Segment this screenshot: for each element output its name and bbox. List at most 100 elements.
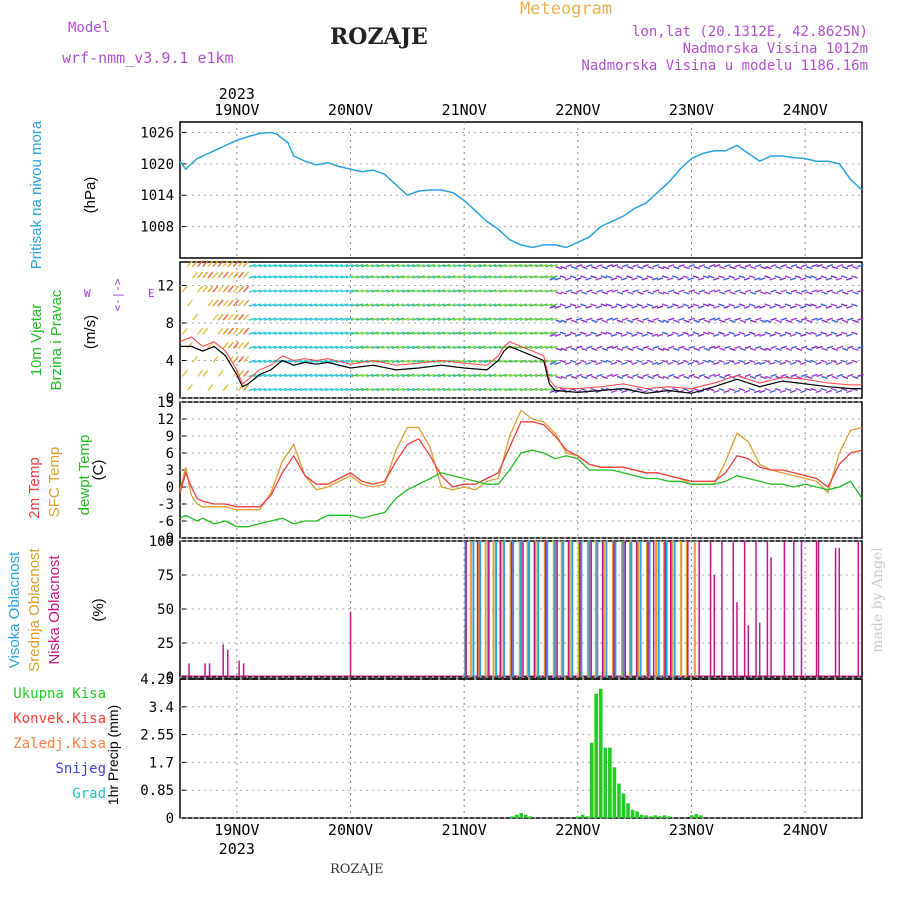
y-tick-label: 0.85 [140,783,174,799]
temp-2m-line [179,421,863,508]
precip-bar [658,816,662,818]
precip-label-snow: Snijeg [55,761,106,777]
day-label-bottom: 22NOV [555,821,600,839]
elevation: Nadmorska Visina 1012m [682,41,868,57]
day-label-bottom: 20NOV [328,821,373,839]
precip-bar [689,815,694,818]
y-tick-label: 0 [166,480,174,496]
precip-bar [528,816,533,818]
wind-speed-line [180,345,862,394]
compass-e: E [148,287,155,300]
precip-bar [510,816,514,818]
temp-unit: (C) [90,459,107,481]
year-label-bottom: 2023 [219,840,255,858]
y-tick-label: 75 [157,568,174,584]
cloud-unit: (%) [90,598,107,622]
precip-bar [621,793,626,818]
precip-bar [630,809,635,818]
precip-bar [644,815,649,818]
y-tick-label: 9 [166,429,174,445]
wind-barb-field [181,260,864,394]
y-tick-label: 3 [166,463,174,479]
day-label-top: 23NOV [669,101,714,119]
precip-bar [594,693,599,818]
y-tick-label: -6 [157,514,174,530]
precip-bar [585,816,589,818]
y-tick-label: 3.4 [149,700,174,716]
y-tick-label: 1026 [140,125,174,141]
precip-bar [608,747,612,818]
precip-bar [598,688,603,818]
y-tick-label: 1008 [140,220,174,236]
y-tick-label: 2.55 [140,728,174,744]
coords: lon,lat (20.1312E, 42.8625N) [631,24,868,40]
cloud-label-high: Visoka Oblacnost [6,551,23,669]
y-tick-label: 25 [157,636,174,652]
y-tick-label: 6 [166,446,174,462]
meteogram-label: Meteogram [520,0,613,19]
precip-bar [514,814,519,818]
compass-w: W [84,287,91,300]
precip-bar [698,815,703,818]
day-label-bottom: 23NOV [669,821,714,839]
year-label-top: 2023 [219,85,255,103]
y-tick-label: 8 [166,316,174,332]
precip-bar [580,814,585,818]
y-tick-label: 1020 [140,157,174,173]
precip-bar [612,767,617,818]
precip-bar [523,814,528,818]
pressure-unit: (hPa) [82,176,99,214]
temp-label-2m: 2m Temp [26,457,43,519]
precip-label-conv: Konvek.Kisa [13,711,106,727]
y-tick-label: 0 [166,391,174,407]
precip-bar [662,815,667,818]
precip-label-total: Ukupna Kisa [13,686,106,702]
y-tick-label: 15 [157,395,174,411]
model-name: wrf-nmm_v3.9.1 e1km [62,49,234,67]
y-tick-label: -9 [157,531,174,547]
temp-label-sfc: SFC Temp [46,446,63,518]
y-tick-label: 0 [166,670,174,686]
cloud-label-mid: Srednja Oblacnost [26,548,43,672]
bottom-station: ROZAJE [330,862,384,877]
y-tick-label: 1.7 [149,755,174,771]
day-label-top: 20NOV [328,101,373,119]
day-label-top: 21NOV [442,101,487,119]
y-tick-label: 12 [157,412,174,428]
day-label-bottom: 24NOV [783,821,828,839]
precip-label-grad: Grad [72,786,106,802]
y-tick-label: 12 [157,278,174,294]
cloud-label-low: Niska Oblacnost [46,555,63,665]
panel-frame-wind [179,261,863,399]
day-label-bottom: 21NOV [442,821,487,839]
credit: made by Angel [870,547,886,653]
wind-label-2: Brzina i Pravac [48,289,65,391]
panel-frame-precip [179,678,863,819]
precip-bar [639,814,644,818]
dewpt-line [179,449,863,528]
wind-gust-line [179,336,862,390]
precip-bar [576,816,580,818]
precip-unit: 1hr Precip (mm) [105,704,121,806]
precip-bar [694,814,699,818]
precip-bar [589,742,594,818]
y-tick-label: 50 [157,602,174,618]
day-label-bottom: 19NOV [214,821,259,839]
station-title: ROZAJE [330,24,428,50]
precip-bar [603,747,608,818]
precip-bar [648,816,653,818]
day-label-top: 19NOV [214,101,259,119]
precip-bar [626,803,630,818]
y-tick-label: 100 [149,534,174,550]
model-label: Model [68,20,111,36]
y-tick-label: 4 [166,353,174,369]
day-label-top: 24NOV [783,101,828,119]
precip-bar [617,783,621,818]
precip-bar [667,816,671,818]
precip-bar [519,813,523,818]
elevation-model: Nadmorska Visina u modelu 1186.16m [581,58,868,74]
precip-bar [635,811,639,818]
y-tick-label: 4.25 [140,672,174,688]
wind-label-1: 10m Vjetar [28,303,45,377]
